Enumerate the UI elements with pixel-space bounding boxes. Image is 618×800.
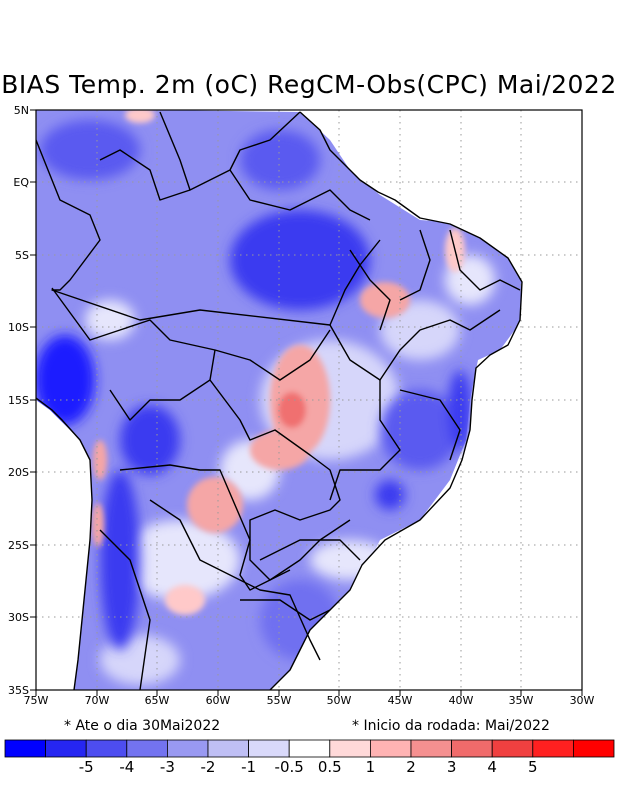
state-border <box>329 380 401 501</box>
coastline <box>269 111 523 690</box>
blue-core <box>120 405 180 475</box>
country-border <box>99 529 151 690</box>
coastline <box>36 397 93 690</box>
warm-region <box>165 585 205 615</box>
country-border <box>51 287 341 581</box>
state-border <box>229 169 371 221</box>
lon-label: 50W <box>327 694 352 707</box>
lon-label: 70W <box>85 694 110 707</box>
state-border <box>399 389 461 461</box>
colorbar-swatch <box>45 739 87 758</box>
warm-region <box>93 440 107 480</box>
blue-core <box>230 210 370 310</box>
colorbar-swatch <box>248 739 290 758</box>
state-border <box>99 149 191 201</box>
colorbar-swatch <box>166 739 209 758</box>
colorbar-swatch <box>85 739 128 758</box>
lon-label: 60W <box>206 694 231 707</box>
blue-core <box>375 480 405 510</box>
state-border <box>329 309 501 381</box>
warm-region <box>278 392 306 428</box>
blue-core <box>240 130 320 190</box>
pale-region <box>85 300 135 340</box>
colorbar-label: 0.5 <box>317 758 342 776</box>
colorbar-label: -2 <box>200 758 216 776</box>
note-run-start: * Inicio da rodada: Mai/2022 <box>352 718 550 734</box>
state-border <box>349 249 391 331</box>
lon-label: 75W <box>24 694 49 707</box>
pale-region <box>120 520 240 600</box>
colorbar-swatch <box>532 739 574 758</box>
lat-label: 10S <box>8 321 29 334</box>
colorbar <box>4 739 615 758</box>
note-end-date: * Ate o dia 30Mai2022 <box>64 718 221 734</box>
lat-label: 15S <box>8 394 29 407</box>
colorbar-swatch <box>491 739 534 758</box>
colorbar-label: 2 <box>406 758 416 776</box>
lat-label: 20S <box>8 466 29 479</box>
warm-region <box>92 503 104 547</box>
country-border <box>119 464 351 591</box>
colorbar-label: -0.5 <box>274 758 304 776</box>
lat-label: 25S <box>8 539 29 552</box>
colorbar-swatch <box>4 739 46 758</box>
boundaries <box>36 111 523 690</box>
blue-core <box>100 470 140 650</box>
colorbar-swatch <box>207 739 249 758</box>
lon-label: 35W <box>509 694 534 707</box>
map-title: BIAS Temp. 2m (oC) RegCM-Obs(CPC) Mai/20… <box>1 70 617 99</box>
colorbar-swatch <box>126 739 168 758</box>
country-border <box>109 379 211 421</box>
colorbar-label: 3 <box>446 758 457 776</box>
lon-label: 40W <box>449 694 474 707</box>
lat-label: 35S <box>8 684 29 697</box>
country-border <box>149 499 321 661</box>
state-border <box>399 229 431 301</box>
lat-label: 5N <box>14 104 29 117</box>
blue-core <box>448 370 472 450</box>
colorbar-label: -5 <box>78 758 94 776</box>
lon-label: 30W <box>570 694 595 707</box>
colorbar-label: -4 <box>119 758 135 776</box>
colorbar-swatch <box>369 739 412 758</box>
warm-region <box>250 430 310 470</box>
colorbar-swatch <box>329 739 371 758</box>
blue-core <box>36 335 95 425</box>
colorbar-swatch <box>288 739 331 758</box>
lon-label: 65W <box>145 694 170 707</box>
colorbar-swatch <box>410 739 452 758</box>
colorbar-label: 1 <box>365 758 376 776</box>
colorbar-label: -1 <box>241 758 257 776</box>
pale-region <box>100 635 180 685</box>
state-border <box>259 539 361 561</box>
blue-core <box>40 120 140 180</box>
state-border <box>449 229 521 291</box>
lat-label: EQ <box>13 176 29 189</box>
colorbar-label: 5 <box>528 758 538 776</box>
warm-region <box>360 282 410 318</box>
lon-label: 55W <box>267 694 292 707</box>
lat-label: 5S <box>15 249 29 262</box>
warm-region <box>125 110 155 123</box>
country-border <box>36 139 381 326</box>
state-border <box>214 329 331 381</box>
state-border <box>240 599 331 621</box>
lat-label: 30S <box>8 611 29 624</box>
colorbar-label: -3 <box>159 758 175 776</box>
colorbar-swatch <box>573 739 615 758</box>
colorbar-swatch <box>451 739 493 758</box>
colorbar-label: 4 <box>487 758 497 776</box>
axis-ticks <box>30 109 583 696</box>
lon-label: 45W <box>388 694 413 707</box>
